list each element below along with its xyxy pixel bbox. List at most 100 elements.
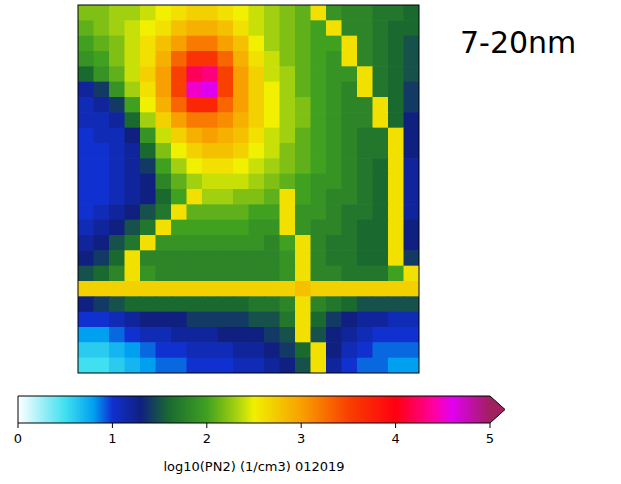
- cell: [280, 281, 296, 297]
- colorbar-tick-label: 0: [14, 431, 22, 446]
- cell: [295, 266, 311, 282]
- cell: [357, 189, 373, 205]
- cell: [249, 66, 265, 82]
- cell: [357, 158, 373, 174]
- cell: [404, 97, 420, 113]
- cell: [218, 342, 234, 358]
- cell: [94, 158, 110, 174]
- cell: [373, 250, 389, 266]
- cell: [326, 20, 342, 36]
- cell: [264, 5, 280, 21]
- cell: [249, 82, 265, 98]
- cell: [125, 327, 141, 343]
- cell: [94, 235, 110, 251]
- cell: [264, 51, 280, 67]
- cell: [78, 250, 94, 266]
- cell: [357, 235, 373, 251]
- cell: [94, 204, 110, 220]
- cell: [388, 143, 404, 159]
- cell: [94, 128, 110, 144]
- cell: [280, 250, 296, 266]
- cell: [156, 250, 172, 266]
- cell: [187, 51, 203, 67]
- cell: [140, 51, 156, 67]
- cell: [171, 281, 187, 297]
- colorbar-tick: [301, 423, 302, 428]
- cell: [357, 5, 373, 21]
- cell: [171, 266, 187, 282]
- cell: [295, 20, 311, 36]
- cell: [125, 342, 141, 358]
- cell: [94, 51, 110, 67]
- cell: [295, 296, 311, 312]
- cell: [249, 20, 265, 36]
- cell: [233, 112, 249, 128]
- cell: [404, 235, 420, 251]
- cell: [280, 82, 296, 98]
- cell: [295, 281, 311, 297]
- cell: [78, 189, 94, 205]
- cell: [140, 220, 156, 236]
- cell: [233, 174, 249, 190]
- cell: [388, 36, 404, 52]
- cell: [388, 112, 404, 128]
- cell: [357, 250, 373, 266]
- cell: [264, 143, 280, 159]
- cell: [373, 174, 389, 190]
- cell: [78, 158, 94, 174]
- cell: [388, 66, 404, 82]
- cell: [125, 235, 141, 251]
- cell: [264, 250, 280, 266]
- cell: [125, 128, 141, 144]
- cell: [249, 204, 265, 220]
- cell: [280, 51, 296, 67]
- cell: [295, 82, 311, 98]
- cell: [388, 327, 404, 343]
- cell: [202, 235, 218, 251]
- cell: [280, 112, 296, 128]
- cell: [342, 5, 358, 21]
- cell: [311, 189, 327, 205]
- cell: [342, 174, 358, 190]
- cell: [311, 174, 327, 190]
- cell: [373, 158, 389, 174]
- cell: [249, 220, 265, 236]
- cell: [373, 312, 389, 328]
- cell: [202, 143, 218, 159]
- cell: [125, 66, 141, 82]
- cell: [78, 312, 94, 328]
- cell: [388, 204, 404, 220]
- cell: [357, 128, 373, 144]
- cell: [109, 174, 125, 190]
- cell: [187, 66, 203, 82]
- cell: [187, 281, 203, 297]
- cell: [233, 235, 249, 251]
- cell: [280, 235, 296, 251]
- cell: [249, 358, 265, 373]
- cell: [202, 266, 218, 282]
- cell: [233, 128, 249, 144]
- cell: [218, 204, 234, 220]
- cell: [233, 143, 249, 159]
- cell: [311, 204, 327, 220]
- cell: [342, 204, 358, 220]
- cell: [125, 281, 141, 297]
- cell: [109, 158, 125, 174]
- cell: [295, 235, 311, 251]
- cell: [218, 220, 234, 236]
- cell: [78, 327, 94, 343]
- cell: [140, 20, 156, 36]
- cell: [187, 296, 203, 312]
- cell: [109, 82, 125, 98]
- cell: [373, 266, 389, 282]
- cell: [94, 189, 110, 205]
- cell: [357, 20, 373, 36]
- cell: [125, 82, 141, 98]
- cell: [156, 174, 172, 190]
- cell: [202, 82, 218, 98]
- cell: [264, 128, 280, 144]
- cell: [295, 112, 311, 128]
- cell: [326, 36, 342, 52]
- cell: [357, 342, 373, 358]
- cell: [280, 128, 296, 144]
